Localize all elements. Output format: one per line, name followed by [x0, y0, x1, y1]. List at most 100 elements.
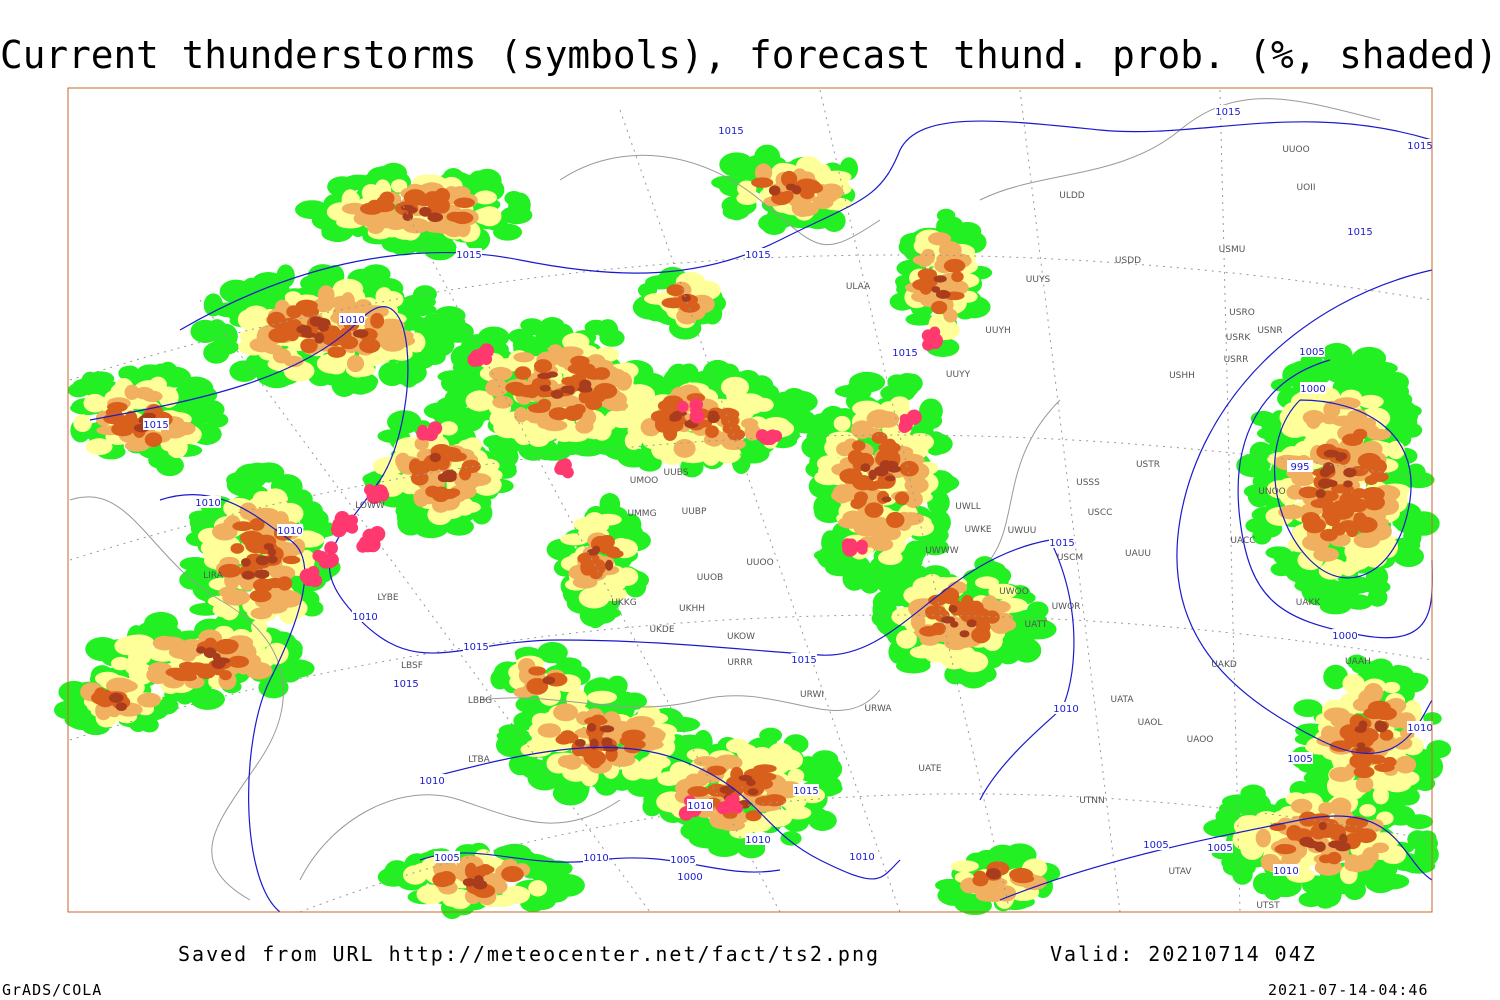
isobar-label: 1015	[1347, 227, 1372, 238]
shade-cell	[1357, 394, 1384, 409]
shade-cell	[391, 360, 427, 386]
shade-cell	[427, 212, 443, 223]
isobar-label: 1005	[1287, 754, 1312, 765]
shade-cell	[1366, 428, 1392, 441]
shade-cell	[1221, 853, 1248, 872]
shade-cell	[1291, 472, 1315, 487]
shade-cell	[899, 460, 919, 477]
isobar-label: 1010	[339, 315, 364, 326]
station-code: UNOO	[1258, 487, 1286, 497]
storm-symbol	[555, 459, 572, 476]
shade-cell	[425, 485, 441, 498]
storm-symbol	[467, 352, 483, 367]
shade-cell	[1357, 452, 1382, 469]
shade-cell	[758, 213, 789, 233]
shade-cell	[240, 557, 251, 567]
shade-cell	[152, 635, 177, 651]
shade-cell	[1290, 391, 1323, 413]
shade-cell	[514, 406, 529, 423]
shade-cell	[243, 462, 272, 484]
isobar-label: 1010	[687, 801, 712, 812]
shade-cell	[1282, 362, 1312, 388]
station-code: UWOO	[999, 587, 1029, 597]
shade-cell	[644, 275, 676, 290]
shade-cell	[614, 371, 633, 391]
station-code: UMOO	[630, 476, 659, 486]
shade-cell	[1383, 681, 1401, 694]
shade-cell	[587, 690, 618, 704]
shade-cell	[218, 586, 239, 598]
shade-cell	[440, 488, 458, 500]
shade-cell	[1343, 467, 1357, 478]
shade-cell	[67, 383, 90, 398]
shade-cell	[144, 432, 163, 447]
isobar-label: 1010	[195, 498, 220, 509]
shade-cell	[1344, 594, 1373, 610]
software: GrADS/COLA	[2, 981, 102, 999]
shade-cell	[1371, 842, 1389, 854]
station-code: UWKE	[964, 525, 991, 535]
shade-cell	[720, 376, 750, 398]
isobar-label: 995	[1290, 462, 1309, 473]
shade-cell	[395, 452, 411, 470]
shade-cell	[1364, 475, 1378, 486]
shade-cell	[562, 332, 590, 351]
station-code: LIRA	[203, 571, 224, 581]
shade-cell	[1345, 523, 1359, 538]
shade-cell	[1399, 402, 1419, 426]
station-code: UKOW	[727, 632, 755, 642]
shade-cell	[1245, 518, 1267, 534]
isobar-label: 1015	[745, 250, 770, 261]
shade-cell	[548, 344, 563, 357]
shade-cell	[753, 778, 774, 790]
shade-cell	[751, 177, 774, 188]
shade-cell	[586, 723, 597, 732]
isobar-label: 1015	[456, 250, 481, 261]
shade-cell	[528, 666, 546, 676]
shade-cell	[508, 753, 532, 776]
shade-cell	[628, 718, 649, 730]
shade-cell	[489, 409, 511, 428]
shade-cell	[395, 502, 425, 520]
shade-cell	[346, 355, 365, 373]
shade-cell	[1251, 452, 1271, 475]
station-code: UAKK	[1296, 598, 1322, 608]
shade-cell	[931, 300, 948, 315]
shade-cell	[539, 384, 551, 392]
shade-cell	[1394, 755, 1417, 774]
shade-cell	[624, 431, 643, 450]
station-code: LTBA	[468, 755, 490, 765]
station-code: USSS	[1076, 478, 1100, 488]
shade-cell	[1342, 433, 1364, 446]
station-code: UWOR	[1052, 602, 1081, 612]
shade-cell	[708, 410, 719, 417]
shade-cell	[158, 386, 179, 408]
shade-cell	[1344, 823, 1364, 833]
shade-cell	[190, 319, 220, 343]
shade-cell	[974, 576, 999, 589]
shade-cell	[1399, 422, 1423, 438]
shade-cell	[787, 768, 805, 783]
shade-cell	[1314, 841, 1326, 852]
station-code: UAAH	[1345, 657, 1371, 667]
shade-cell	[124, 384, 140, 400]
shade-cell	[673, 439, 696, 458]
shade-cell	[959, 630, 970, 638]
shade-cell	[1276, 843, 1290, 853]
shade-cell	[317, 271, 339, 287]
shade-cell	[134, 386, 155, 400]
station-code: UATE	[918, 764, 942, 774]
shade-cell	[566, 385, 575, 395]
shade-cell	[115, 702, 127, 711]
shade-cell	[492, 395, 514, 409]
shade-cell	[118, 366, 138, 381]
shade-cell	[1290, 798, 1313, 814]
shade-cell	[58, 680, 90, 704]
shade-cell	[974, 556, 996, 573]
shade-cell	[1293, 699, 1323, 718]
shade-cell	[705, 425, 719, 439]
shade-cell	[458, 466, 472, 481]
isobar-label: 1000	[677, 872, 702, 883]
station-code: USMU	[1219, 245, 1246, 255]
station-code: UAOO	[1187, 735, 1214, 745]
